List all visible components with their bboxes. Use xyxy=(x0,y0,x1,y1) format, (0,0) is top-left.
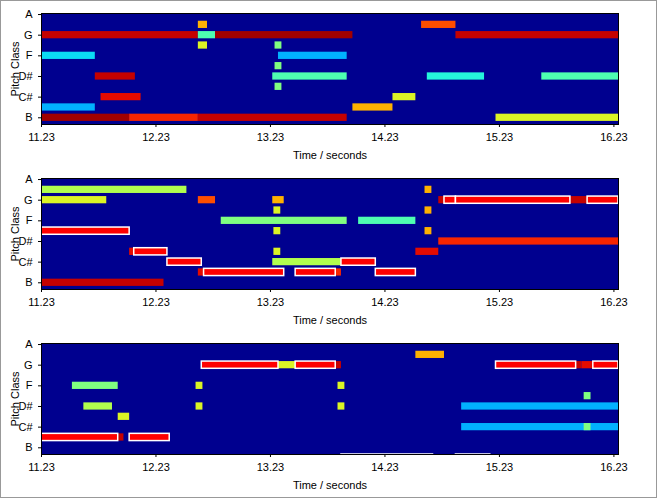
svg-text:A: A xyxy=(25,173,33,185)
svg-text:F: F xyxy=(26,214,33,226)
svg-text:A: A xyxy=(25,8,33,20)
svg-text:B: B xyxy=(25,276,32,288)
svg-text:14.23: 14.23 xyxy=(371,131,399,143)
svg-text:16.23: 16.23 xyxy=(600,461,628,473)
svg-text:12.23: 12.23 xyxy=(142,461,170,473)
svg-text:C#: C# xyxy=(18,90,33,103)
svg-text:13.23: 13.23 xyxy=(257,461,285,473)
svg-text:A: A xyxy=(25,338,33,350)
svg-text:Pitch Class: Pitch Class xyxy=(9,371,21,427)
svg-text:D#: D# xyxy=(18,235,33,247)
svg-text:11.23: 11.23 xyxy=(28,131,55,143)
svg-text:D#: D# xyxy=(18,400,33,412)
svg-text:13.23: 13.23 xyxy=(257,296,285,308)
svg-text:12.23: 12.23 xyxy=(142,296,170,308)
svg-text:Time / seconds: Time / seconds xyxy=(293,149,368,161)
svg-text:16.23: 16.23 xyxy=(600,296,628,308)
svg-text:16.23: 16.23 xyxy=(600,131,628,143)
svg-text:12.23: 12.23 xyxy=(142,131,170,143)
svg-text:Time / seconds: Time / seconds xyxy=(293,479,368,491)
svg-text:B: B xyxy=(25,441,32,453)
svg-text:15.23: 15.23 xyxy=(486,296,514,308)
svg-text:13.23: 13.23 xyxy=(257,131,285,143)
svg-text:Pitch Class: Pitch Class xyxy=(9,206,21,262)
svg-text:F: F xyxy=(26,379,33,391)
svg-text:C#: C# xyxy=(18,255,33,268)
svg-text:15.23: 15.23 xyxy=(486,131,514,143)
svg-text:Time / seconds: Time / seconds xyxy=(293,314,368,326)
svg-text:D#: D# xyxy=(18,70,33,82)
svg-text:14.23: 14.23 xyxy=(371,296,399,308)
svg-text:G: G xyxy=(24,194,33,206)
svg-text:15.23: 15.23 xyxy=(486,461,514,473)
svg-text:11.23: 11.23 xyxy=(28,461,55,473)
svg-text:G: G xyxy=(24,359,33,371)
svg-text:F: F xyxy=(26,49,33,61)
svg-text:G: G xyxy=(24,29,33,41)
svg-text:Pitch Class: Pitch Class xyxy=(9,41,21,97)
svg-text:C#: C# xyxy=(18,420,33,433)
svg-text:B: B xyxy=(25,111,32,123)
svg-text:14.23: 14.23 xyxy=(371,461,399,473)
svg-text:11.23: 11.23 xyxy=(28,296,55,308)
